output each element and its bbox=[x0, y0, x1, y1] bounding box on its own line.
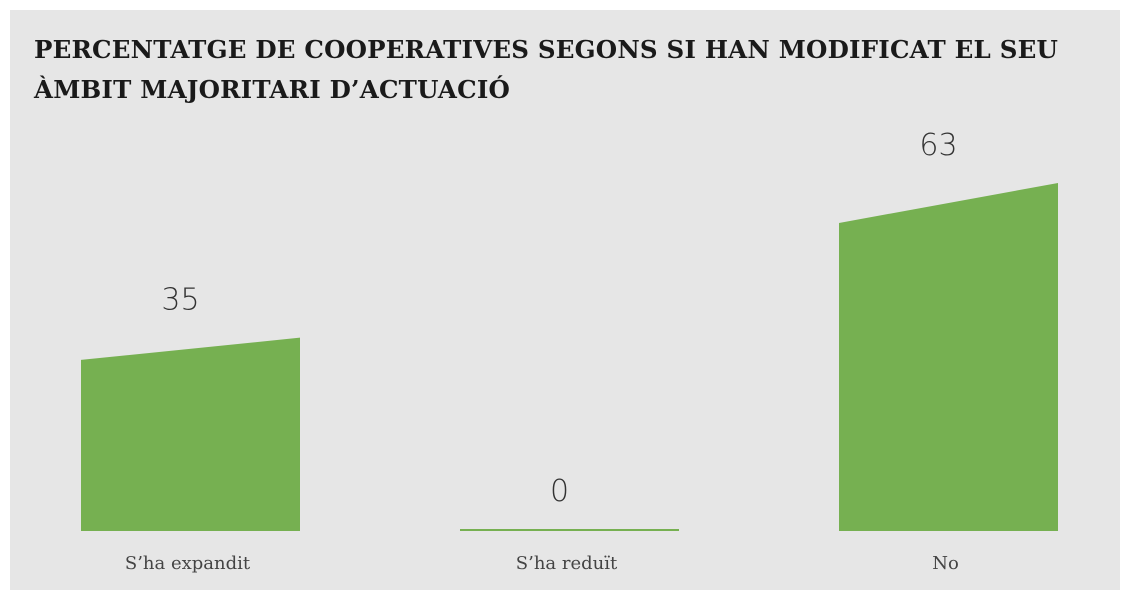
category-label: S’ha reduït bbox=[516, 553, 618, 574]
bar bbox=[460, 529, 679, 531]
bar bbox=[81, 338, 300, 531]
chart-panel: PERCENTATGE DE COOPERATIVES SEGONS SI HA… bbox=[10, 10, 1120, 590]
data-label: 0 bbox=[550, 474, 569, 509]
data-label: 35 bbox=[161, 283, 199, 318]
bar bbox=[839, 183, 1058, 531]
category-label: No bbox=[932, 553, 959, 574]
bar-chart: 35 S’ha expandit 0 S’ha reduït 63 No bbox=[10, 10, 1120, 590]
data-label: 63 bbox=[919, 128, 957, 163]
category-label: S’ha expandit bbox=[125, 553, 251, 574]
